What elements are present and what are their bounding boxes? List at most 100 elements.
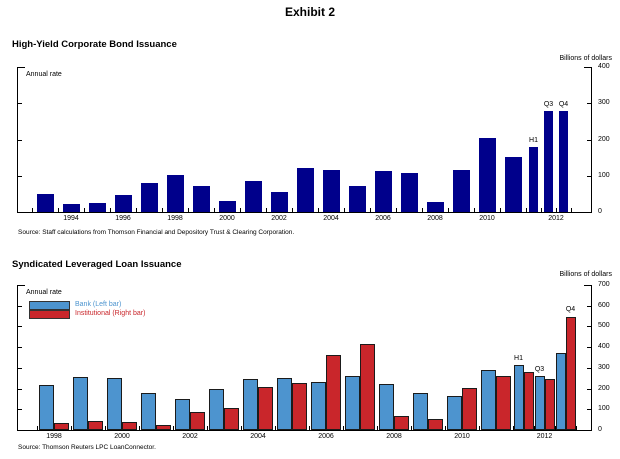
left-axis: [17, 67, 18, 212]
x-tick: [84, 208, 85, 212]
bar-1994: [62, 203, 80, 212]
x-tick: [58, 208, 59, 212]
bar-2003-bank: [209, 389, 224, 430]
bar-2011-institutional: [496, 376, 511, 430]
x-tick: [105, 426, 106, 430]
bar-Q4-institutional: [565, 316, 576, 430]
y-tick: [18, 175, 22, 177]
x-axis-label-2008: 2008: [427, 215, 443, 222]
annotation-Q3: Q3: [534, 365, 545, 373]
x-tick: [500, 208, 501, 212]
x-tick: [422, 208, 423, 212]
y-tick: [587, 367, 591, 369]
bar-2000-bank: [107, 378, 122, 430]
y-tick: [18, 305, 22, 307]
y-axis-label-200: 200: [598, 135, 610, 143]
bar-2010-bank: [447, 395, 462, 430]
bar-2006-bank: [311, 381, 326, 430]
y-tick: [587, 103, 591, 105]
y-tick: [18, 409, 22, 411]
x-tick: [479, 426, 480, 430]
x-tick: [173, 426, 174, 430]
x-axis-label-2010: 2010: [454, 433, 470, 440]
bar-2005-bank: [277, 378, 292, 430]
x-axis-label-2000: 2000: [219, 215, 235, 222]
annotation-Q4: Q4: [558, 100, 569, 108]
x-tick: [136, 208, 137, 212]
bar-Q4: [559, 110, 568, 212]
bar-2002-institutional: [190, 411, 205, 430]
right-axis-cap: [584, 67, 592, 68]
bar-2004-bank: [243, 379, 258, 430]
y-axis-label-200: 200: [598, 384, 610, 392]
right-axis-cap: [584, 285, 592, 286]
bar-1997: [140, 183, 158, 212]
x-axis-label-1998: 1998: [167, 215, 183, 222]
bar-2011: [504, 156, 522, 212]
legend-label-bank: Bank (Left bar): [75, 301, 122, 308]
bar-2010: [478, 137, 496, 212]
y-tick: [18, 103, 22, 105]
x-tick: [139, 426, 140, 430]
chart2-unit-label: Billions of dollars: [559, 271, 612, 278]
y-axis-label-300: 300: [598, 99, 610, 107]
chart1-plot-area: Annual rate 0 100 200 300 400 H1 Q3 Q4 1994 1996 1…: [17, 63, 610, 222]
y-axis-label-700: 700: [598, 281, 610, 288]
x-axis-label-1998: 1998: [46, 433, 62, 440]
annotation-H1: H1: [514, 354, 523, 362]
bar-2002: [270, 192, 288, 212]
bar-H1: [529, 146, 538, 212]
y-tick: [587, 305, 591, 307]
bar-2009-institutional: [428, 418, 443, 430]
annotation-H1: H1: [529, 136, 538, 144]
x-tick: [411, 426, 412, 430]
y-axis-label-0: 0: [598, 426, 602, 433]
chart2-plot-area: Annual rate Bank (Left bar) Institutiona…: [17, 281, 610, 440]
bar-2005: [348, 185, 366, 212]
x-tick: [266, 208, 267, 212]
bar-2004-institutional: [258, 386, 273, 430]
bar-2001: [244, 180, 262, 212]
x-tick: [71, 426, 72, 430]
bar-2008-bank: [379, 384, 394, 430]
x-axis-label-1996: 1996: [115, 215, 131, 222]
x-tick: [344, 208, 345, 212]
legend-swatch-institutional: [29, 310, 70, 319]
bar-2006-institutional: [326, 355, 341, 430]
x-tick: [526, 208, 527, 212]
left-axis-cap: [17, 67, 25, 68]
bar-2009: [452, 169, 470, 212]
bar-2010-institutional: [462, 387, 477, 430]
bar-1993: [36, 193, 54, 212]
chart1-unit-label: Billions of dollars: [559, 55, 612, 62]
y-tick: [18, 139, 22, 141]
bar-2000-institutional: [122, 421, 137, 430]
x-tick: [162, 208, 163, 212]
bar-2007-institutional: [360, 344, 375, 430]
x-tick: [576, 426, 577, 430]
right-axis: [591, 67, 592, 212]
y-axis-label-100: 100: [598, 171, 610, 179]
x-axis-label-2010: 2010: [479, 215, 495, 222]
bar-1999-bank: [73, 376, 88, 430]
x-tick: [541, 208, 542, 212]
bar-1996: [114, 195, 132, 212]
chart2-title: Syndicated Leveraged Loan Issuance: [12, 259, 182, 270]
y-tick: [18, 326, 22, 328]
bar-H1-institutional: [523, 372, 534, 430]
y-tick: [587, 409, 591, 411]
bar-2008: [426, 202, 444, 212]
y-axis-label-400: 400: [598, 63, 610, 70]
bar-1999: [192, 185, 210, 212]
x-tick: [445, 426, 446, 430]
x-tick: [241, 426, 242, 430]
bar-1998-institutional: [54, 422, 69, 430]
left-axis: [17, 285, 18, 430]
right-axis: [591, 285, 592, 430]
bar-2004: [322, 169, 340, 212]
x-tick: [292, 208, 293, 212]
bar-1995: [88, 202, 106, 212]
bar-2001-bank: [141, 393, 156, 430]
chart1-source-note: Source: Staff calculations from Thomson …: [18, 229, 295, 236]
